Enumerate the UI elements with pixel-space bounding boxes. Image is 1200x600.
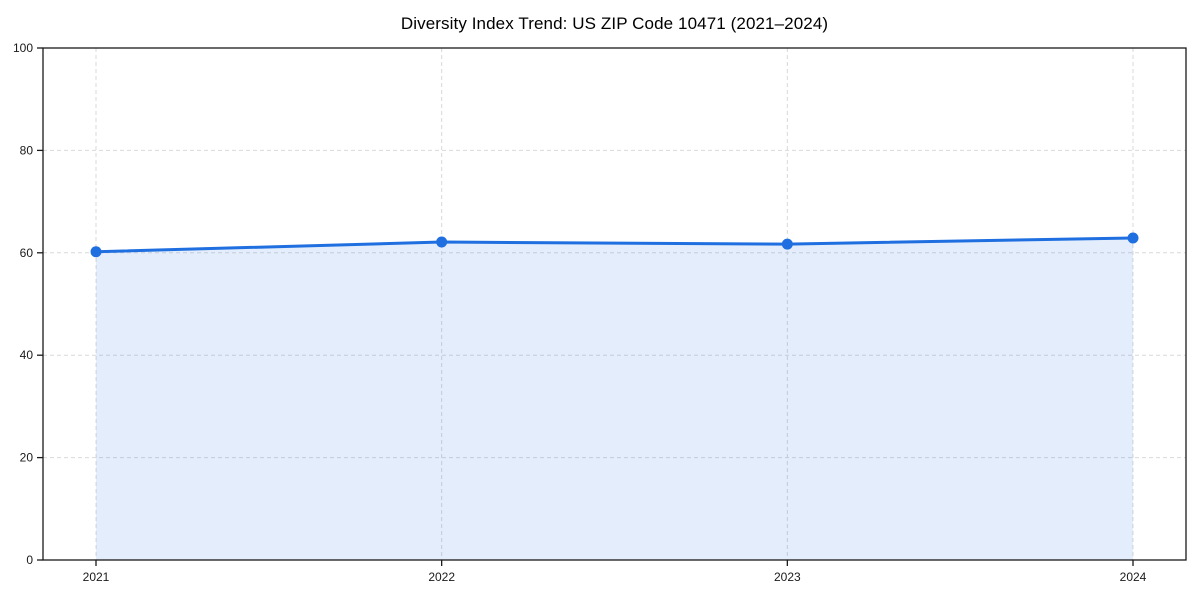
x-tick-label: 2024 xyxy=(1120,570,1147,584)
y-tick-label: 0 xyxy=(26,553,33,567)
data-point-marker xyxy=(781,238,793,250)
data-point-marker xyxy=(1127,232,1139,244)
area-fill xyxy=(96,237,1133,560)
y-tick-label: 80 xyxy=(20,143,34,157)
data-point-marker xyxy=(90,246,102,258)
plot-border xyxy=(42,47,1187,561)
y-tick-label: 100 xyxy=(13,41,33,55)
x-tick-label: 2022 xyxy=(428,570,455,584)
y-tick-label: 60 xyxy=(20,246,34,260)
y-tick-label: 40 xyxy=(20,348,34,362)
chart-title: Diversity Index Trend: US ZIP Code 10471… xyxy=(400,14,829,33)
y-tick-label: 20 xyxy=(20,451,34,465)
trend-line xyxy=(94,236,1135,254)
data-point-marker xyxy=(436,236,448,248)
x-tick-label: 2021 xyxy=(83,570,110,584)
x-tick-label: 2023 xyxy=(774,570,801,584)
